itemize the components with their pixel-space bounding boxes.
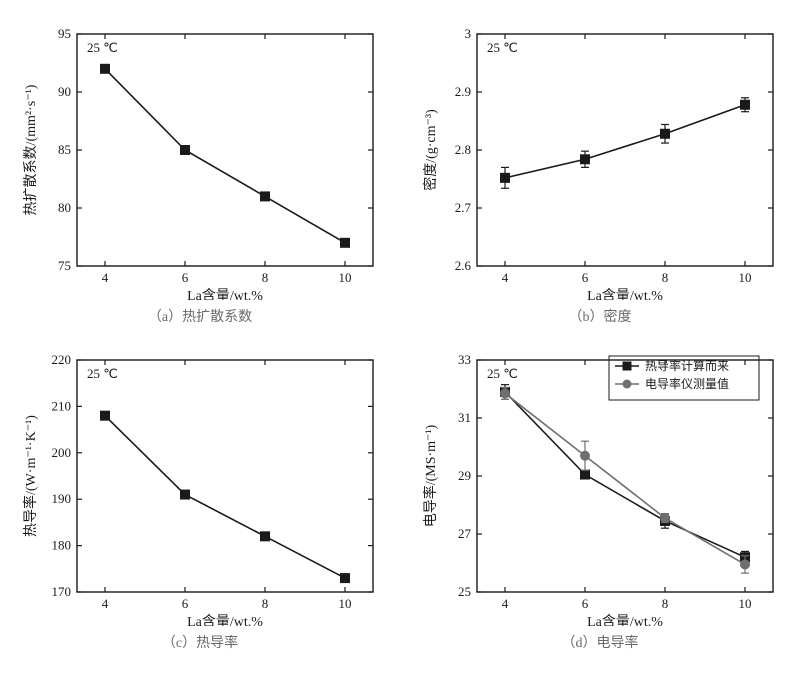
caption-b: （b）密度 (569, 306, 632, 326)
svg-text:25 ℃: 25 ℃ (487, 40, 518, 55)
svg-text:2.6: 2.6 (455, 258, 472, 273)
svg-text:密度/(g·cm⁻³): 密度/(g·cm⁻³) (422, 109, 439, 191)
caption-c: （c）热导率 (162, 632, 238, 652)
chart-b: 4 6 8 10 2.6 2.7 2.8 2.9 3 La含量/wt.% 密度/(g·cm⁻³) 25… (415, 20, 785, 300)
panel-c: 4 6 8 10 170 180 190 200 210 220 La含量/wt.% 热导率/(W·m… (10, 346, 390, 652)
svg-text:25 ℃: 25 ℃ (87, 366, 118, 381)
svg-text:2.7: 2.7 (455, 200, 472, 215)
svg-text:95: 95 (58, 26, 71, 41)
svg-text:33: 33 (458, 352, 471, 367)
svg-text:8: 8 (662, 596, 669, 611)
svg-text:200: 200 (52, 445, 72, 460)
svg-text:31: 31 (458, 410, 471, 425)
svg-text:10: 10 (739, 270, 752, 285)
svg-text:210: 210 (52, 398, 72, 413)
svg-text:220: 220 (52, 352, 72, 367)
svg-text:10: 10 (739, 596, 752, 611)
svg-text:90: 90 (58, 84, 71, 99)
chart-a: 4 6 8 10 75 80 85 90 95 La含量/wt.% 热扩散系数/(mm²·s⁻¹) 2… (15, 20, 385, 300)
svg-text:4: 4 (502, 596, 509, 611)
chart-grid: 4 6 8 10 75 80 85 90 95 La含量/wt.% 热扩散系数/(mm²·s⁻¹) 2… (10, 20, 790, 652)
svg-text:3: 3 (465, 26, 472, 41)
svg-text:25 ℃: 25 ℃ (487, 366, 518, 381)
svg-text:10: 10 (339, 596, 352, 611)
svg-text:8: 8 (662, 270, 669, 285)
svg-text:4: 4 (502, 270, 509, 285)
svg-text:2.8: 2.8 (455, 142, 471, 157)
svg-text:75: 75 (58, 258, 71, 273)
svg-text:4: 4 (102, 596, 109, 611)
svg-text:190: 190 (52, 491, 72, 506)
svg-text:6: 6 (582, 270, 589, 285)
panel-d: 4 6 8 10 25 27 29 31 33 La含量/wt.% 电导率/(MS·m⁻¹) 25 ℃… (410, 346, 790, 652)
caption-a: （a）热扩散系数 (148, 306, 252, 326)
svg-text:27: 27 (458, 526, 472, 541)
svg-text:La含量/wt.%: La含量/wt.% (587, 288, 663, 300)
svg-text:6: 6 (182, 596, 189, 611)
svg-text:10: 10 (339, 270, 352, 285)
svg-text:8: 8 (262, 270, 269, 285)
svg-text:电导率/(MS·m⁻¹): 电导率/(MS·m⁻¹) (422, 424, 439, 527)
svg-text:8: 8 (262, 596, 269, 611)
svg-text:6: 6 (182, 270, 189, 285)
panel-b: 4 6 8 10 2.6 2.7 2.8 2.9 3 La含量/wt.% 密度/(g·cm⁻³) 25… (410, 20, 790, 326)
svg-text:180: 180 (52, 538, 72, 553)
svg-text:电导率仪测量值: 电导率仪测量值 (645, 376, 729, 391)
svg-text:6: 6 (582, 596, 589, 611)
chart-c: 4 6 8 10 170 180 190 200 210 220 La含量/wt.% 热导率/(W·m… (15, 346, 385, 626)
svg-text:4: 4 (102, 270, 109, 285)
svg-text:热导率/(W·m⁻¹·K⁻¹): 热导率/(W·m⁻¹·K⁻¹) (22, 415, 39, 537)
svg-text:85: 85 (58, 142, 71, 157)
svg-text:25: 25 (458, 584, 471, 599)
svg-text:2.9: 2.9 (455, 84, 471, 99)
svg-text:25 ℃: 25 ℃ (87, 40, 118, 55)
svg-text:29: 29 (458, 468, 471, 483)
svg-text:热导率计算而来: 热导率计算而来 (645, 358, 729, 373)
svg-text:80: 80 (58, 200, 71, 215)
svg-text:170: 170 (52, 584, 72, 599)
svg-text:La含量/wt.%: La含量/wt.% (187, 614, 263, 626)
svg-text:La含量/wt.%: La含量/wt.% (187, 288, 263, 300)
svg-text:La含量/wt.%: La含量/wt.% (587, 614, 663, 626)
chart-d: 4 6 8 10 25 27 29 31 33 La含量/wt.% 电导率/(MS·m⁻¹) 25 ℃… (415, 346, 785, 626)
panel-a: 4 6 8 10 75 80 85 90 95 La含量/wt.% 热扩散系数/(mm²·s⁻¹) 2… (10, 20, 390, 326)
svg-text:热扩散系数/(mm²·s⁻¹): 热扩散系数/(mm²·s⁻¹) (23, 84, 39, 215)
caption-d: （d）电导率 (562, 632, 639, 652)
